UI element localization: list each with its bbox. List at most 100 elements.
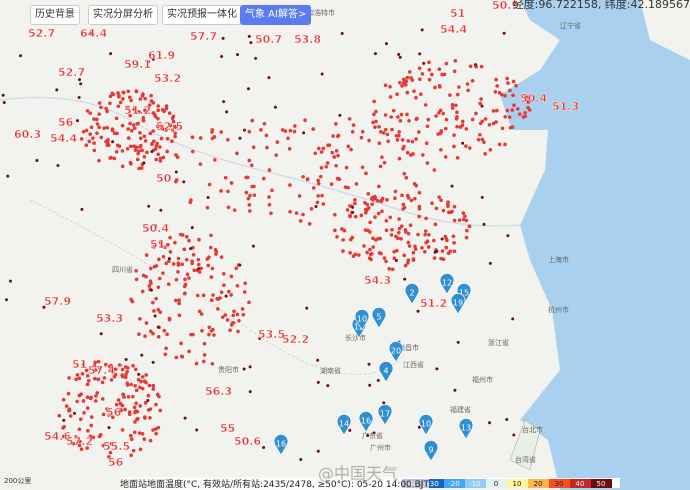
station-dot [244, 190, 249, 195]
station-dot [267, 202, 272, 207]
ai-button[interactable]: 气象 AI解答> [240, 5, 312, 25]
station-dot [159, 208, 163, 212]
station-dot [376, 378, 380, 382]
station-dot [198, 162, 203, 166]
station-dot [247, 34, 251, 38]
station-dot [110, 91, 115, 96]
station-dot [360, 165, 365, 170]
station-dot [507, 115, 512, 119]
station-dot [238, 263, 242, 267]
border [29, 199, 401, 376]
station-dot [112, 374, 117, 379]
toolbar-button[interactable]: 历史背景 [30, 5, 80, 25]
pin-label: 16 [361, 417, 371, 426]
temperature-label: 52.7 [58, 66, 85, 79]
station-dot [142, 437, 147, 442]
pin-label: 10 [421, 420, 431, 429]
station-dot [156, 325, 160, 329]
station-dot [248, 365, 252, 369]
station-dot [288, 183, 292, 187]
station-dot [207, 325, 212, 330]
station-dot [426, 117, 431, 122]
station-dot [375, 198, 380, 203]
station-dot [348, 428, 352, 432]
station-dot [497, 142, 502, 147]
station-dot [209, 275, 214, 279]
station-dot [317, 146, 321, 151]
station-dot [199, 312, 204, 316]
station-dot [74, 377, 78, 382]
station-dot [142, 134, 147, 139]
station-dot [140, 94, 145, 98]
station-dot [192, 268, 197, 273]
station-dot [196, 257, 201, 262]
station-dot [144, 274, 148, 279]
station-dot [105, 407, 109, 411]
temperature-label: 60.3 [14, 128, 41, 141]
station-dot [152, 309, 156, 313]
pin-label: 12 [442, 279, 452, 288]
station-dot [400, 84, 404, 88]
station-dot [427, 77, 432, 82]
legend-swatch [507, 479, 528, 488]
station-dot [242, 367, 246, 371]
station-dot [433, 85, 437, 90]
station-dot [500, 92, 504, 97]
station-dot [154, 144, 159, 148]
station-dot [353, 201, 357, 206]
pin-label: 2 [409, 289, 414, 298]
place-label: 江西省 [403, 360, 424, 369]
station-dot [150, 142, 154, 147]
station-dot [6, 174, 10, 178]
station-dot [388, 215, 393, 220]
toolbar-button[interactable]: 实况分屏分析 [88, 5, 158, 25]
station-dot [395, 138, 400, 142]
station-dot [172, 124, 177, 129]
station-dot [357, 253, 361, 257]
station-dot [406, 240, 411, 245]
temperature-label: 57.9 [44, 295, 71, 308]
station-dot [406, 258, 411, 262]
station-dot [390, 127, 394, 132]
temperature-label: 56 [106, 406, 122, 419]
station-dot [135, 157, 140, 162]
station-dot [384, 259, 388, 264]
station-dot [129, 453, 134, 458]
station-dot [373, 52, 377, 56]
station-dot [132, 405, 137, 410]
station-dot [474, 111, 478, 116]
station-dot [114, 149, 119, 154]
station-dot [226, 137, 230, 142]
temperature-label: 57.7 [190, 30, 217, 43]
station-dot [368, 247, 372, 252]
station-dot [134, 277, 139, 282]
station-dot [248, 390, 252, 394]
station-dot [75, 119, 79, 123]
station-dot [303, 118, 307, 122]
toolbar-button[interactable]: 实况预报一体化 [162, 5, 242, 25]
station-dot [329, 182, 334, 186]
station-dot [109, 367, 113, 371]
legend-tick: 30 [555, 480, 564, 488]
station-dot [254, 56, 258, 60]
station-dot [79, 137, 84, 141]
station-dot [197, 267, 201, 271]
station-dot [202, 353, 207, 357]
station-dot [238, 136, 242, 140]
station-dot [180, 354, 184, 359]
station-dot [433, 222, 438, 227]
station-dot [386, 139, 390, 144]
temperature-label: 50.6 [234, 435, 261, 448]
temperature-label: 50 [156, 172, 172, 185]
station-dot [149, 281, 153, 286]
station-dot [142, 154, 147, 159]
station-dot [404, 82, 408, 87]
station-dot [86, 429, 90, 433]
station-dot [97, 112, 102, 116]
station-dot [424, 141, 429, 146]
station-dot [413, 196, 417, 201]
station-dot [227, 289, 231, 294]
station-dot [82, 411, 86, 415]
station-dot [430, 72, 434, 77]
station-dot [348, 204, 352, 208]
